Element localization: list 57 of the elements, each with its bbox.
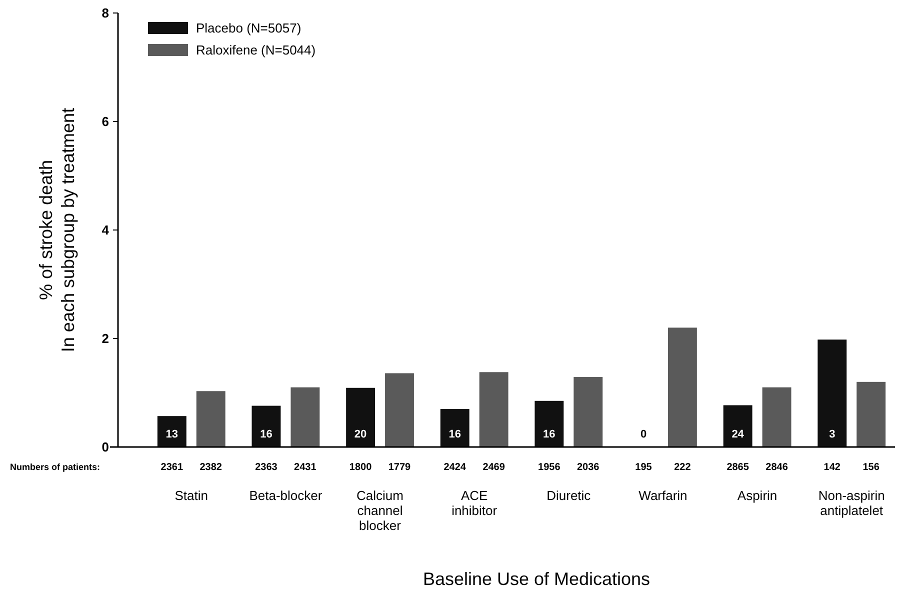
bar <box>856 382 886 447</box>
x-tick-label: ACE inhibitor <box>452 488 498 518</box>
text: 195 <box>635 462 652 473</box>
annotation: 16 <box>543 428 556 441</box>
text: 1956 <box>538 462 561 473</box>
bar <box>762 387 792 447</box>
bar <box>157 416 186 447</box>
x-tick-label: Non-aspirin antiplatelet <box>818 488 885 518</box>
bar <box>252 406 281 447</box>
x-tick-label: Warfarin <box>638 488 688 503</box>
annotation: 0 <box>640 428 647 441</box>
annotation: 16 <box>448 428 461 441</box>
legend-label: Placebo (N=5057) <box>196 20 302 36</box>
annotation: 13 <box>166 428 178 441</box>
text: 2361 <box>160 462 184 473</box>
y-tick-label: 8 <box>102 6 109 21</box>
x-tick-label: Calcium channel blocker <box>356 488 404 533</box>
bar <box>668 328 697 447</box>
bar <box>290 387 320 447</box>
bar <box>574 377 603 447</box>
bar <box>534 400 564 447</box>
bar <box>440 409 470 447</box>
bar <box>385 373 414 447</box>
bar <box>346 388 376 447</box>
text: 2424 <box>444 462 466 473</box>
y-tick-label: 4 <box>102 222 110 238</box>
annotation: 3 <box>829 428 836 441</box>
text: 1779 <box>388 462 412 473</box>
bar <box>723 405 752 447</box>
text: 2846 <box>766 462 788 473</box>
text: 156 <box>862 462 880 473</box>
x-axis-title: Baseline Use of Medications <box>422 569 650 589</box>
text: 222 <box>674 462 692 473</box>
bar <box>196 391 226 447</box>
y-tick-label: 0 <box>102 440 109 455</box>
text: Numbers of patients: <box>10 462 100 472</box>
x-tick-label: Statin <box>174 488 208 503</box>
text: 2036 <box>577 462 600 473</box>
text: 2431 <box>294 462 317 473</box>
text: 2382 <box>200 462 222 473</box>
annotation: 24 <box>732 428 745 441</box>
y-axis-title: % of stroke death In each subgroup by treatment <box>36 108 78 352</box>
legend-label: Raloxifene (N=5044) <box>196 42 316 58</box>
annotation: 20 <box>354 428 367 441</box>
bar <box>479 372 508 447</box>
annotation: 16 <box>260 428 272 441</box>
text: 1800 <box>349 462 372 473</box>
text: 2469 <box>482 462 506 473</box>
y-tick-label: 2 <box>102 331 109 346</box>
text: 2865 <box>726 462 750 473</box>
x-tick-label: Diuretic <box>546 488 592 503</box>
bar <box>818 340 847 447</box>
text: 2363 <box>255 462 278 473</box>
x-tick-label: Aspirin <box>737 488 778 503</box>
x-tick-label: Beta-blocker <box>249 488 323 503</box>
y-tick-label: 6 <box>102 114 109 130</box>
text: 142 <box>824 462 841 473</box>
